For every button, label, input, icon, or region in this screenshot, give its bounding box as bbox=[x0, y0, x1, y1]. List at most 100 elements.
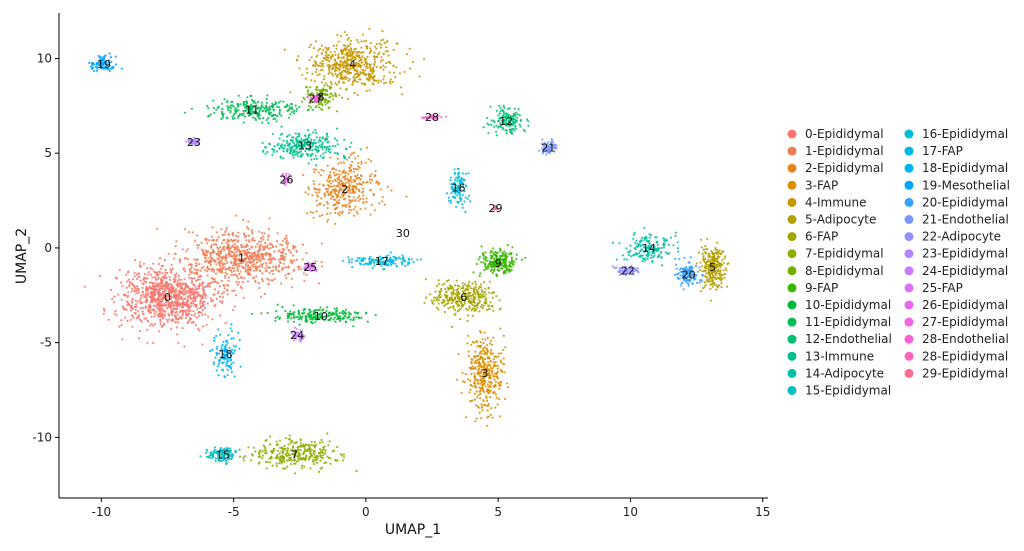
point-0 bbox=[177, 302, 181, 305]
point-3 bbox=[464, 416, 467, 419]
point-4 bbox=[346, 65, 349, 68]
point-2 bbox=[351, 160, 354, 163]
point-0 bbox=[192, 296, 195, 299]
point-1 bbox=[190, 266, 193, 269]
point-7 bbox=[287, 454, 290, 457]
point-13 bbox=[286, 135, 289, 138]
point-2 bbox=[330, 185, 333, 188]
point-7 bbox=[310, 455, 313, 458]
point-2 bbox=[312, 216, 315, 219]
point-6 bbox=[436, 296, 439, 299]
point-4 bbox=[376, 55, 379, 58]
point-0 bbox=[170, 271, 173, 274]
point-14 bbox=[625, 258, 629, 261]
point-0 bbox=[139, 329, 142, 332]
point-7 bbox=[321, 456, 324, 460]
point-10 bbox=[322, 311, 326, 314]
point-4 bbox=[373, 58, 376, 61]
point-1 bbox=[281, 268, 284, 271]
point-7 bbox=[313, 456, 316, 459]
point-6 bbox=[423, 301, 426, 304]
point-1 bbox=[283, 237, 286, 240]
point-0 bbox=[186, 298, 189, 301]
point-1 bbox=[287, 272, 290, 276]
point-11 bbox=[254, 112, 257, 115]
point-5 bbox=[713, 281, 716, 285]
point-11 bbox=[257, 113, 260, 116]
point-1 bbox=[211, 257, 214, 260]
point-1 bbox=[247, 220, 250, 223]
point-0 bbox=[131, 307, 134, 310]
point-13 bbox=[299, 155, 302, 158]
point-4 bbox=[356, 65, 359, 68]
point-4 bbox=[316, 74, 319, 77]
point-0 bbox=[192, 302, 195, 305]
point-4 bbox=[362, 71, 365, 74]
point-2 bbox=[370, 173, 373, 176]
point-13 bbox=[291, 140, 294, 144]
point-14 bbox=[676, 247, 680, 250]
point-5 bbox=[701, 252, 704, 255]
point-11 bbox=[250, 112, 253, 115]
point-3 bbox=[484, 404, 487, 407]
point-2 bbox=[332, 195, 335, 198]
point-13 bbox=[298, 143, 301, 146]
point-6 bbox=[491, 305, 494, 308]
point-2 bbox=[342, 191, 345, 194]
point-3 bbox=[489, 339, 492, 342]
point-4 bbox=[347, 58, 350, 62]
point-1 bbox=[262, 235, 265, 238]
point-2 bbox=[338, 199, 341, 202]
point-2 bbox=[362, 190, 365, 193]
point-0 bbox=[126, 301, 130, 304]
point-0 bbox=[176, 313, 179, 316]
point-0 bbox=[174, 321, 177, 324]
point-7 bbox=[278, 439, 281, 442]
point-1 bbox=[206, 270, 209, 273]
point-10 bbox=[286, 312, 289, 315]
point-12 bbox=[503, 106, 506, 109]
point-5 bbox=[716, 263, 719, 266]
point-0 bbox=[235, 294, 238, 297]
point-13 bbox=[319, 154, 322, 157]
point-7 bbox=[280, 450, 283, 453]
point-3 bbox=[486, 399, 489, 402]
point-1 bbox=[287, 249, 290, 252]
point-4 bbox=[314, 40, 318, 43]
point-5 bbox=[710, 282, 713, 286]
point-11 bbox=[287, 109, 290, 112]
point-0 bbox=[201, 304, 204, 307]
point-4 bbox=[368, 79, 371, 82]
point-5 bbox=[722, 273, 725, 276]
point-9 bbox=[483, 269, 486, 272]
point-7 bbox=[294, 458, 297, 461]
point-0 bbox=[202, 325, 205, 328]
point-0 bbox=[210, 281, 213, 284]
point-4 bbox=[345, 76, 349, 79]
point-0 bbox=[184, 282, 187, 285]
point-0 bbox=[134, 259, 137, 262]
point-14 bbox=[655, 236, 658, 239]
point-7 bbox=[295, 440, 298, 444]
point-3 bbox=[469, 400, 472, 403]
point-14 bbox=[621, 254, 625, 257]
point-1 bbox=[246, 261, 249, 264]
point-10 bbox=[300, 316, 303, 319]
point-3 bbox=[495, 396, 498, 399]
point-1 bbox=[223, 248, 226, 252]
point-13 bbox=[321, 137, 324, 140]
point-2 bbox=[315, 168, 318, 171]
point-0 bbox=[147, 320, 150, 323]
point-1 bbox=[198, 244, 201, 247]
point-7 bbox=[293, 462, 296, 465]
point-2 bbox=[348, 191, 351, 195]
point-11 bbox=[293, 112, 296, 115]
point-1 bbox=[227, 245, 230, 248]
point-8 bbox=[325, 89, 328, 92]
point-7 bbox=[275, 440, 278, 443]
point-2 bbox=[337, 181, 340, 184]
point-1 bbox=[249, 266, 252, 269]
point-13 bbox=[331, 144, 334, 147]
point-1 bbox=[262, 253, 266, 256]
point-1 bbox=[256, 254, 259, 258]
